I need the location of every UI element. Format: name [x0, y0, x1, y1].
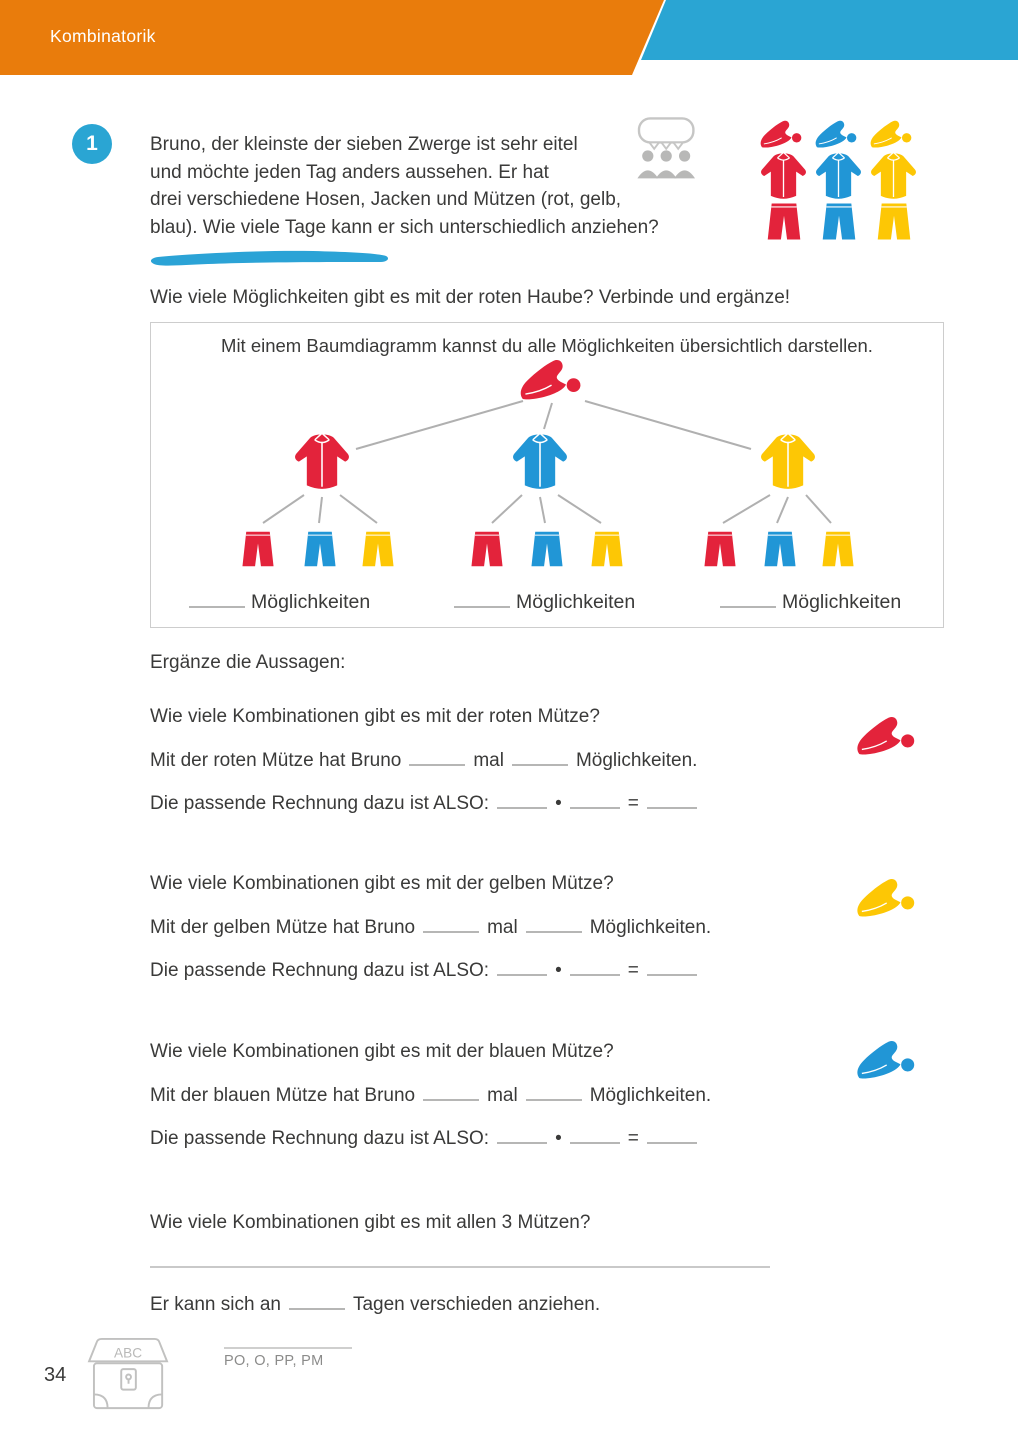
answer-blank[interactable] — [189, 595, 245, 608]
blue-outfit-icon — [811, 120, 866, 242]
answer-blank[interactable] — [409, 753, 466, 766]
page-title: Kombinatorik — [50, 26, 156, 46]
red-jacket-icon — [294, 432, 350, 490]
blue-pants-icon — [303, 531, 337, 567]
question-blue: Wie viele Kombinationen gibt es mit der … — [150, 1041, 614, 1062]
answer-blank[interactable] — [646, 1131, 697, 1144]
answer-blank[interactable] — [646, 963, 697, 976]
yellow-pants-icon — [821, 531, 855, 567]
yellow-pants-icon — [590, 531, 624, 567]
diagram-caption: Mit einem Baumdiagramm kannst du alle Mö… — [221, 335, 873, 356]
answer-blank[interactable] — [646, 796, 697, 809]
possibilities-label-3: Möglichkeiten — [720, 591, 901, 614]
statement-blue: Mit der blauen Mütze hat Bruno mal Möglich… — [150, 1085, 712, 1106]
task-text-line: und möchte jeden Tag anders aussehen. Er… — [150, 161, 549, 183]
answer-blank[interactable] — [525, 1088, 582, 1101]
final-question: Wie viele Kombinationen gibt es mit alle… — [150, 1212, 591, 1233]
blue-marker-stroke — [150, 250, 388, 266]
group-discussion-icon — [637, 117, 695, 179]
statement-red: Mit der roten Mütze hat Bruno mal Möglichk… — [150, 750, 698, 771]
outfit-row — [756, 120, 921, 242]
section-heading: Ergänze die Aussagen: — [150, 652, 346, 673]
answer-blank[interactable] — [569, 796, 620, 809]
blue-hat-icon — [854, 1040, 926, 1082]
svg-text:ABC: ABC — [114, 1345, 142, 1360]
calculation-yellow: Die passende Rechnung dazu ist ALSO: • = — [150, 960, 705, 982]
statement-yellow: Mit der gelben Mütze hat Bruno mal Möglich… — [150, 917, 712, 938]
footer-divider — [224, 1347, 352, 1349]
task-text: Bruno, der kleinste der sieben Zwerge is… — [150, 131, 659, 241]
red-pants-icon — [703, 531, 737, 567]
answer-blank[interactable] — [525, 920, 582, 933]
yellow-pants-icon — [361, 531, 395, 567]
tree-diagram[interactable] — [151, 357, 944, 593]
question-red: Wie viele Kombinationen gibt es mit der … — [150, 706, 600, 727]
yellow-jacket-icon — [760, 432, 816, 490]
possibilities-label-1: Möglichkeiten — [189, 591, 370, 614]
question-yellow: Wie viele Kombinationen gibt es mit der … — [150, 873, 614, 894]
red-pants-icon — [470, 531, 504, 567]
task-text-line: drei verschiedene Hosen, Jacken und Mütz… — [150, 189, 622, 210]
answer-blank[interactable] — [423, 1088, 480, 1101]
yellow-hat-icon — [854, 878, 926, 920]
page-number: 34 — [44, 1364, 67, 1386]
calculation-red: Die passende Rechnung dazu ist ALSO: • = — [150, 793, 705, 815]
task-number-badge: 1 — [72, 124, 112, 164]
yellow-outfit-icon — [866, 120, 921, 242]
answer-blank[interactable] — [569, 963, 620, 976]
red-hat-icon — [520, 359, 582, 401]
blue-pants-icon — [763, 531, 797, 567]
red-pants-icon — [241, 531, 275, 567]
task-text-line: blau). Wie viele Tage kann er sich unter… — [150, 216, 659, 238]
possibilities-label-2: Möglichkeiten — [454, 591, 635, 614]
answer-blank[interactable] — [497, 1131, 548, 1144]
intro-question: Wie viele Möglichkeiten gibt es mit der … — [150, 287, 791, 308]
header-blue-band — [641, 0, 1018, 60]
task-text-line: Bruno, der kleinste der sieben Zwerge is… — [150, 134, 578, 155]
calculation-blue: Die passende Rechnung dazu ist ALSO: • = — [150, 1128, 705, 1150]
answer-blank[interactable] — [720, 595, 776, 608]
answer-blank[interactable] — [569, 1131, 620, 1144]
tree-diagram-box: Mit einem Baumdiagramm kannst du alle Mö… — [150, 322, 944, 628]
red-outfit-icon — [756, 120, 811, 242]
blue-pants-icon — [530, 531, 564, 567]
red-hat-icon — [854, 716, 926, 758]
answer-blank[interactable] — [288, 1297, 345, 1310]
answer-blank[interactable] — [497, 796, 548, 809]
answer-blank[interactable] — [454, 595, 510, 608]
answer-blank[interactable] — [511, 753, 568, 766]
header-orange-band — [0, 0, 664, 75]
answer-line[interactable] — [150, 1266, 770, 1268]
blue-jacket-icon — [512, 432, 568, 490]
competence-codes: PO, O, PP, PM — [224, 1353, 324, 1369]
answer-blank[interactable] — [423, 920, 480, 933]
final-answer-sentence: Er kann sich an Tagen verschieden anziehe… — [150, 1294, 601, 1315]
answer-blank[interactable] — [497, 963, 548, 976]
treasure-chest-icon: ABC — [87, 1337, 169, 1410]
